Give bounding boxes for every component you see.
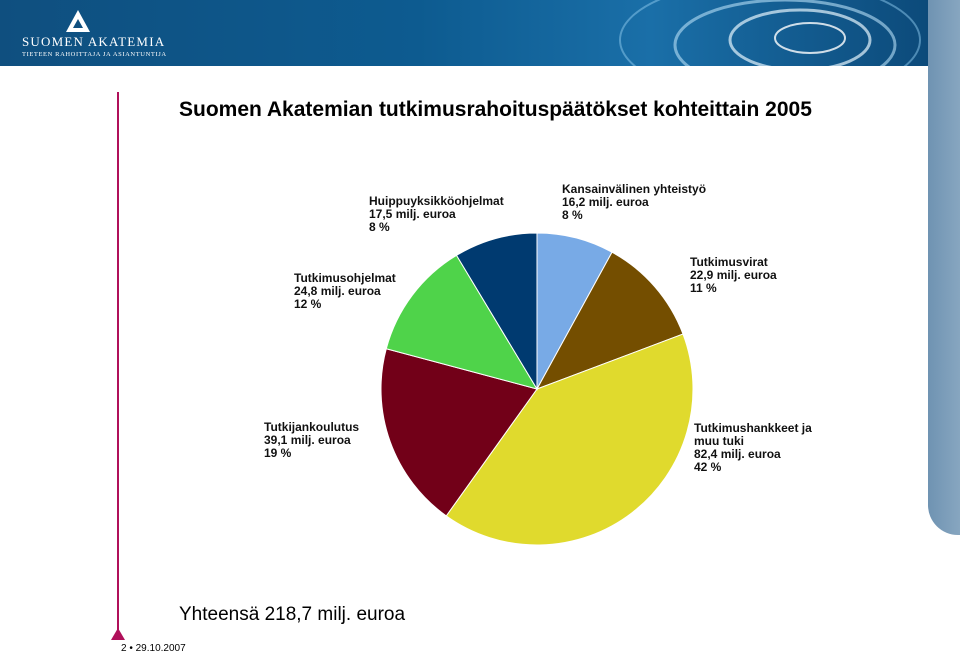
page-number: 2	[121, 643, 127, 654]
total-amount: Yhteensä 218,7 milj. euroa	[179, 604, 406, 625]
footer-triangle-icon	[111, 628, 125, 640]
header-band: Suomen Akatemia Tieteen rahoittaja ja as…	[0, 0, 930, 66]
header-swirl-decoration	[619, 0, 921, 66]
logo-name: Suomen Akatemia	[22, 34, 166, 49]
slice-label-tutkimushankkeet-ja-muu-tuki: Tutkimushankkeet ja muu tuki 82,4 milj. eu…	[694, 421, 812, 474]
slice-label-tutkijankoulutus: Tutkijankoulutus 39,1 milj. euroa 19 %	[264, 420, 359, 460]
slice-label-tutkimusvirat: Tutkimusvirat 22,9 milj. euroa 11 %	[690, 255, 777, 295]
pie-slice-tutkimusohjelmat	[385, 254, 539, 390]
right-side-band	[928, 0, 960, 535]
slice-label-kansainvalinen-yhteistyo: Kansainvälinen yhteistyö 16,2 milj. euroa…	[562, 182, 706, 222]
pie-slice-huippuyksikkoohjelmat	[455, 232, 538, 391]
logo-tagline: Tieteen rahoittaja ja asiantuntija	[22, 51, 167, 58]
footer-bullet: •	[129, 643, 136, 654]
logo-triangle-icon	[66, 10, 90, 32]
accent-vertical-line	[117, 92, 119, 637]
slide-title: Suomen Akatemian tutkimusrahoituspäätöks…	[179, 98, 812, 121]
pie-slice-tutkimusvirat	[535, 251, 684, 390]
slide-footer: 2 • 29.10.2007	[121, 643, 186, 654]
pie-slice-tutkimushankkeet-ja-muu-tuki	[445, 333, 694, 546]
slide-date: 29.10.2007	[135, 643, 186, 654]
pie-slice-tutkijankoulutus	[380, 348, 538, 517]
slice-label-huippuyksikkoohjelmat: Huippuyksikköohjelmat 17,5 milj. euroa 8 %	[369, 194, 504, 234]
slice-label-tutkimusohjelmat: Tutkimusohjelmat 24,8 milj. euroa 12 %	[294, 271, 396, 311]
